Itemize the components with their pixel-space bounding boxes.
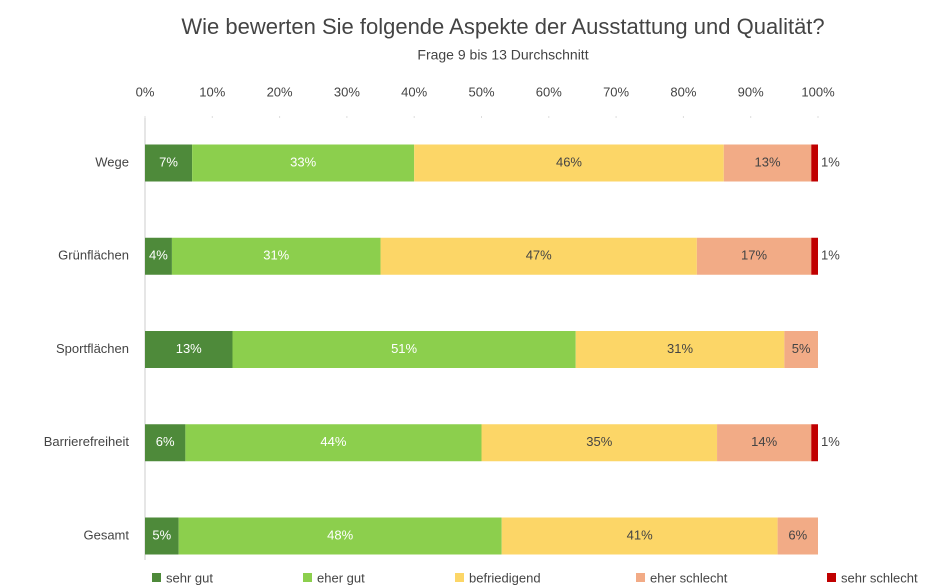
bar-segment [145,331,233,368]
x-tick-label: 20% [267,84,293,99]
bar-segment [178,517,502,555]
legend-label: befriedigend [469,570,541,585]
bar-segment [145,424,186,462]
data-label: 33% [290,154,316,169]
data-label: 5% [152,527,171,542]
legend-label: eher gut [317,570,365,585]
x-tick-label: 90% [738,84,764,99]
data-label: 41% [627,527,653,542]
y-tick-label: Sportflächen [56,341,129,356]
data-label: 17% [741,248,767,263]
bar-segment [481,424,718,462]
x-tick-label: 60% [536,84,562,99]
legend-label: sehr schlecht [841,570,918,585]
bar-segment [777,517,818,555]
data-label: 7% [159,154,178,169]
bar-segment [501,517,778,555]
bar-segment [414,144,724,182]
x-tick-label: 50% [468,84,494,99]
data-label: 6% [788,527,807,542]
bar-segment [811,237,818,275]
x-tick-label: 10% [199,84,225,99]
y-tick-label: Barrierefreiheit [44,434,130,449]
bar-segment [575,331,785,368]
legend-label: eher schlecht [650,570,728,585]
chart-subtitle: Frage 9 bis 13 Durchschnitt [417,47,588,63]
data-label: 6% [156,434,175,449]
bar-segment [811,144,818,182]
bar-segment [723,144,812,182]
y-tick-label: Wege [95,154,129,169]
data-label: 31% [263,248,289,263]
y-tick-label: Gesamt [83,527,129,542]
legend-swatch [303,573,312,582]
y-tick-label: Grünflächen [58,248,129,263]
x-tick-label: 30% [334,84,360,99]
bar-segment [171,237,381,275]
bar-segment [145,237,172,275]
bar-segment [784,331,818,368]
data-label: 1% [821,248,840,263]
bar-segment [717,424,812,462]
data-label: 44% [320,434,346,449]
data-label: 1% [821,434,840,449]
bar-segment [232,331,576,368]
data-label: 35% [586,434,612,449]
bar-segment [696,237,812,275]
x-tick-label: 100% [801,84,835,99]
legend-swatch [636,573,645,582]
data-label: 51% [391,341,417,356]
data-label: 4% [149,248,168,263]
bar-segment [185,424,482,462]
bar-segment [145,517,179,555]
data-label: 13% [755,154,781,169]
data-label: 5% [792,341,811,356]
legend-swatch [827,573,836,582]
bar-segment [811,424,818,462]
data-label: 1% [821,154,840,169]
x-tick-label: 80% [670,84,696,99]
data-label: 48% [327,527,353,542]
x-tick-label: 40% [401,84,427,99]
data-label: 47% [526,248,552,263]
x-tick-label: 0% [136,84,155,99]
x-tick-label: 70% [603,84,629,99]
chart-title: Wie bewerten Sie folgende Aspekte der Au… [181,14,824,39]
bar-segment [192,144,415,182]
data-label: 46% [556,154,582,169]
data-label: 13% [176,341,202,356]
data-label: 31% [667,341,693,356]
legend-swatch [152,573,161,582]
legend-label: sehr gut [166,570,213,585]
legend-swatch [455,573,464,582]
data-label: 14% [751,434,777,449]
bar-segment [380,237,697,275]
bar-segment [145,144,193,182]
